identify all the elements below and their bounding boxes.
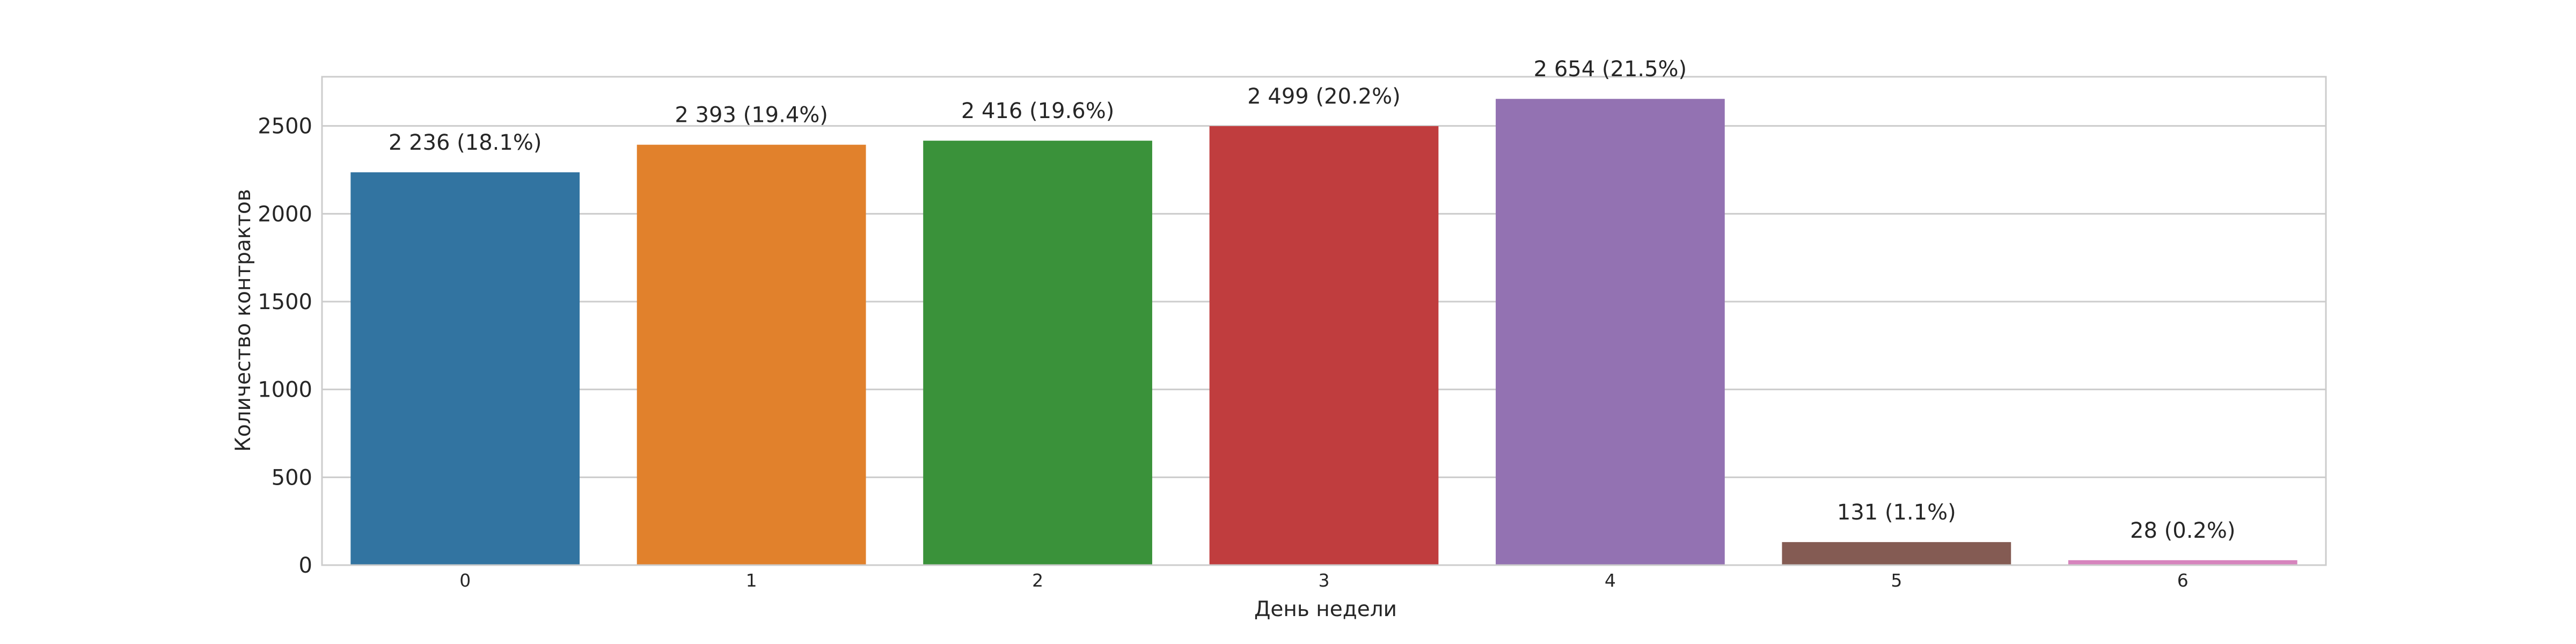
plot-frame: [321, 76, 2327, 566]
bar-4: [1496, 99, 1725, 565]
data-label-4: 2 654 (21.5%): [1534, 57, 1687, 82]
y-tick-label-1: 500: [272, 465, 312, 490]
bar-2: [923, 141, 1152, 565]
y-tick-label-5: 2500: [258, 114, 312, 139]
y-tick-label-0: 0: [299, 553, 312, 578]
data-labels: 2 236 (18.1%) 2 393 (19.4%) 2 416 (19.6%) 2…: [389, 57, 2236, 543]
y-tick-label-2: 1000: [258, 378, 312, 402]
y-axis-title: Количество контрактов: [231, 189, 255, 452]
x-axis-title: День недели: [1254, 597, 1397, 621]
bar-5: [1782, 542, 2011, 565]
x-tick-label-2: 2: [1032, 570, 1043, 591]
x-tick-label-6: 6: [2177, 570, 2189, 591]
bar-6: [2068, 560, 2297, 565]
bar-3: [1209, 126, 1439, 566]
data-label-6: 28 (0.2%): [2130, 518, 2235, 543]
y-tick-label-3: 1500: [258, 290, 312, 314]
x-tick-label-4: 4: [1605, 570, 1616, 591]
x-tick-label-0: 0: [459, 570, 471, 591]
data-label-1: 2 393 (19.4%): [675, 103, 828, 128]
bars: [350, 99, 2297, 566]
data-label-2: 2 416 (19.6%): [961, 99, 1115, 123]
x-tick-label-1: 1: [746, 570, 757, 591]
data-label-5: 131 (1.1%): [1837, 500, 1956, 525]
bar-1: [636, 144, 866, 565]
x-tick-labels: 0 1 2 3 4 5 6: [459, 570, 2189, 591]
data-label-3: 2 499 (20.2%): [1247, 84, 1401, 109]
y-tick-labels: 0 500 1000 1500 2000 2500: [258, 114, 312, 578]
data-label-0: 2 236 (18.1%): [389, 130, 542, 155]
x-tick-label-3: 3: [1319, 570, 1330, 591]
bar-0: [350, 172, 580, 566]
y-tick-label-4: 2000: [258, 202, 312, 226]
x-tick-label-5: 5: [1891, 570, 1902, 591]
